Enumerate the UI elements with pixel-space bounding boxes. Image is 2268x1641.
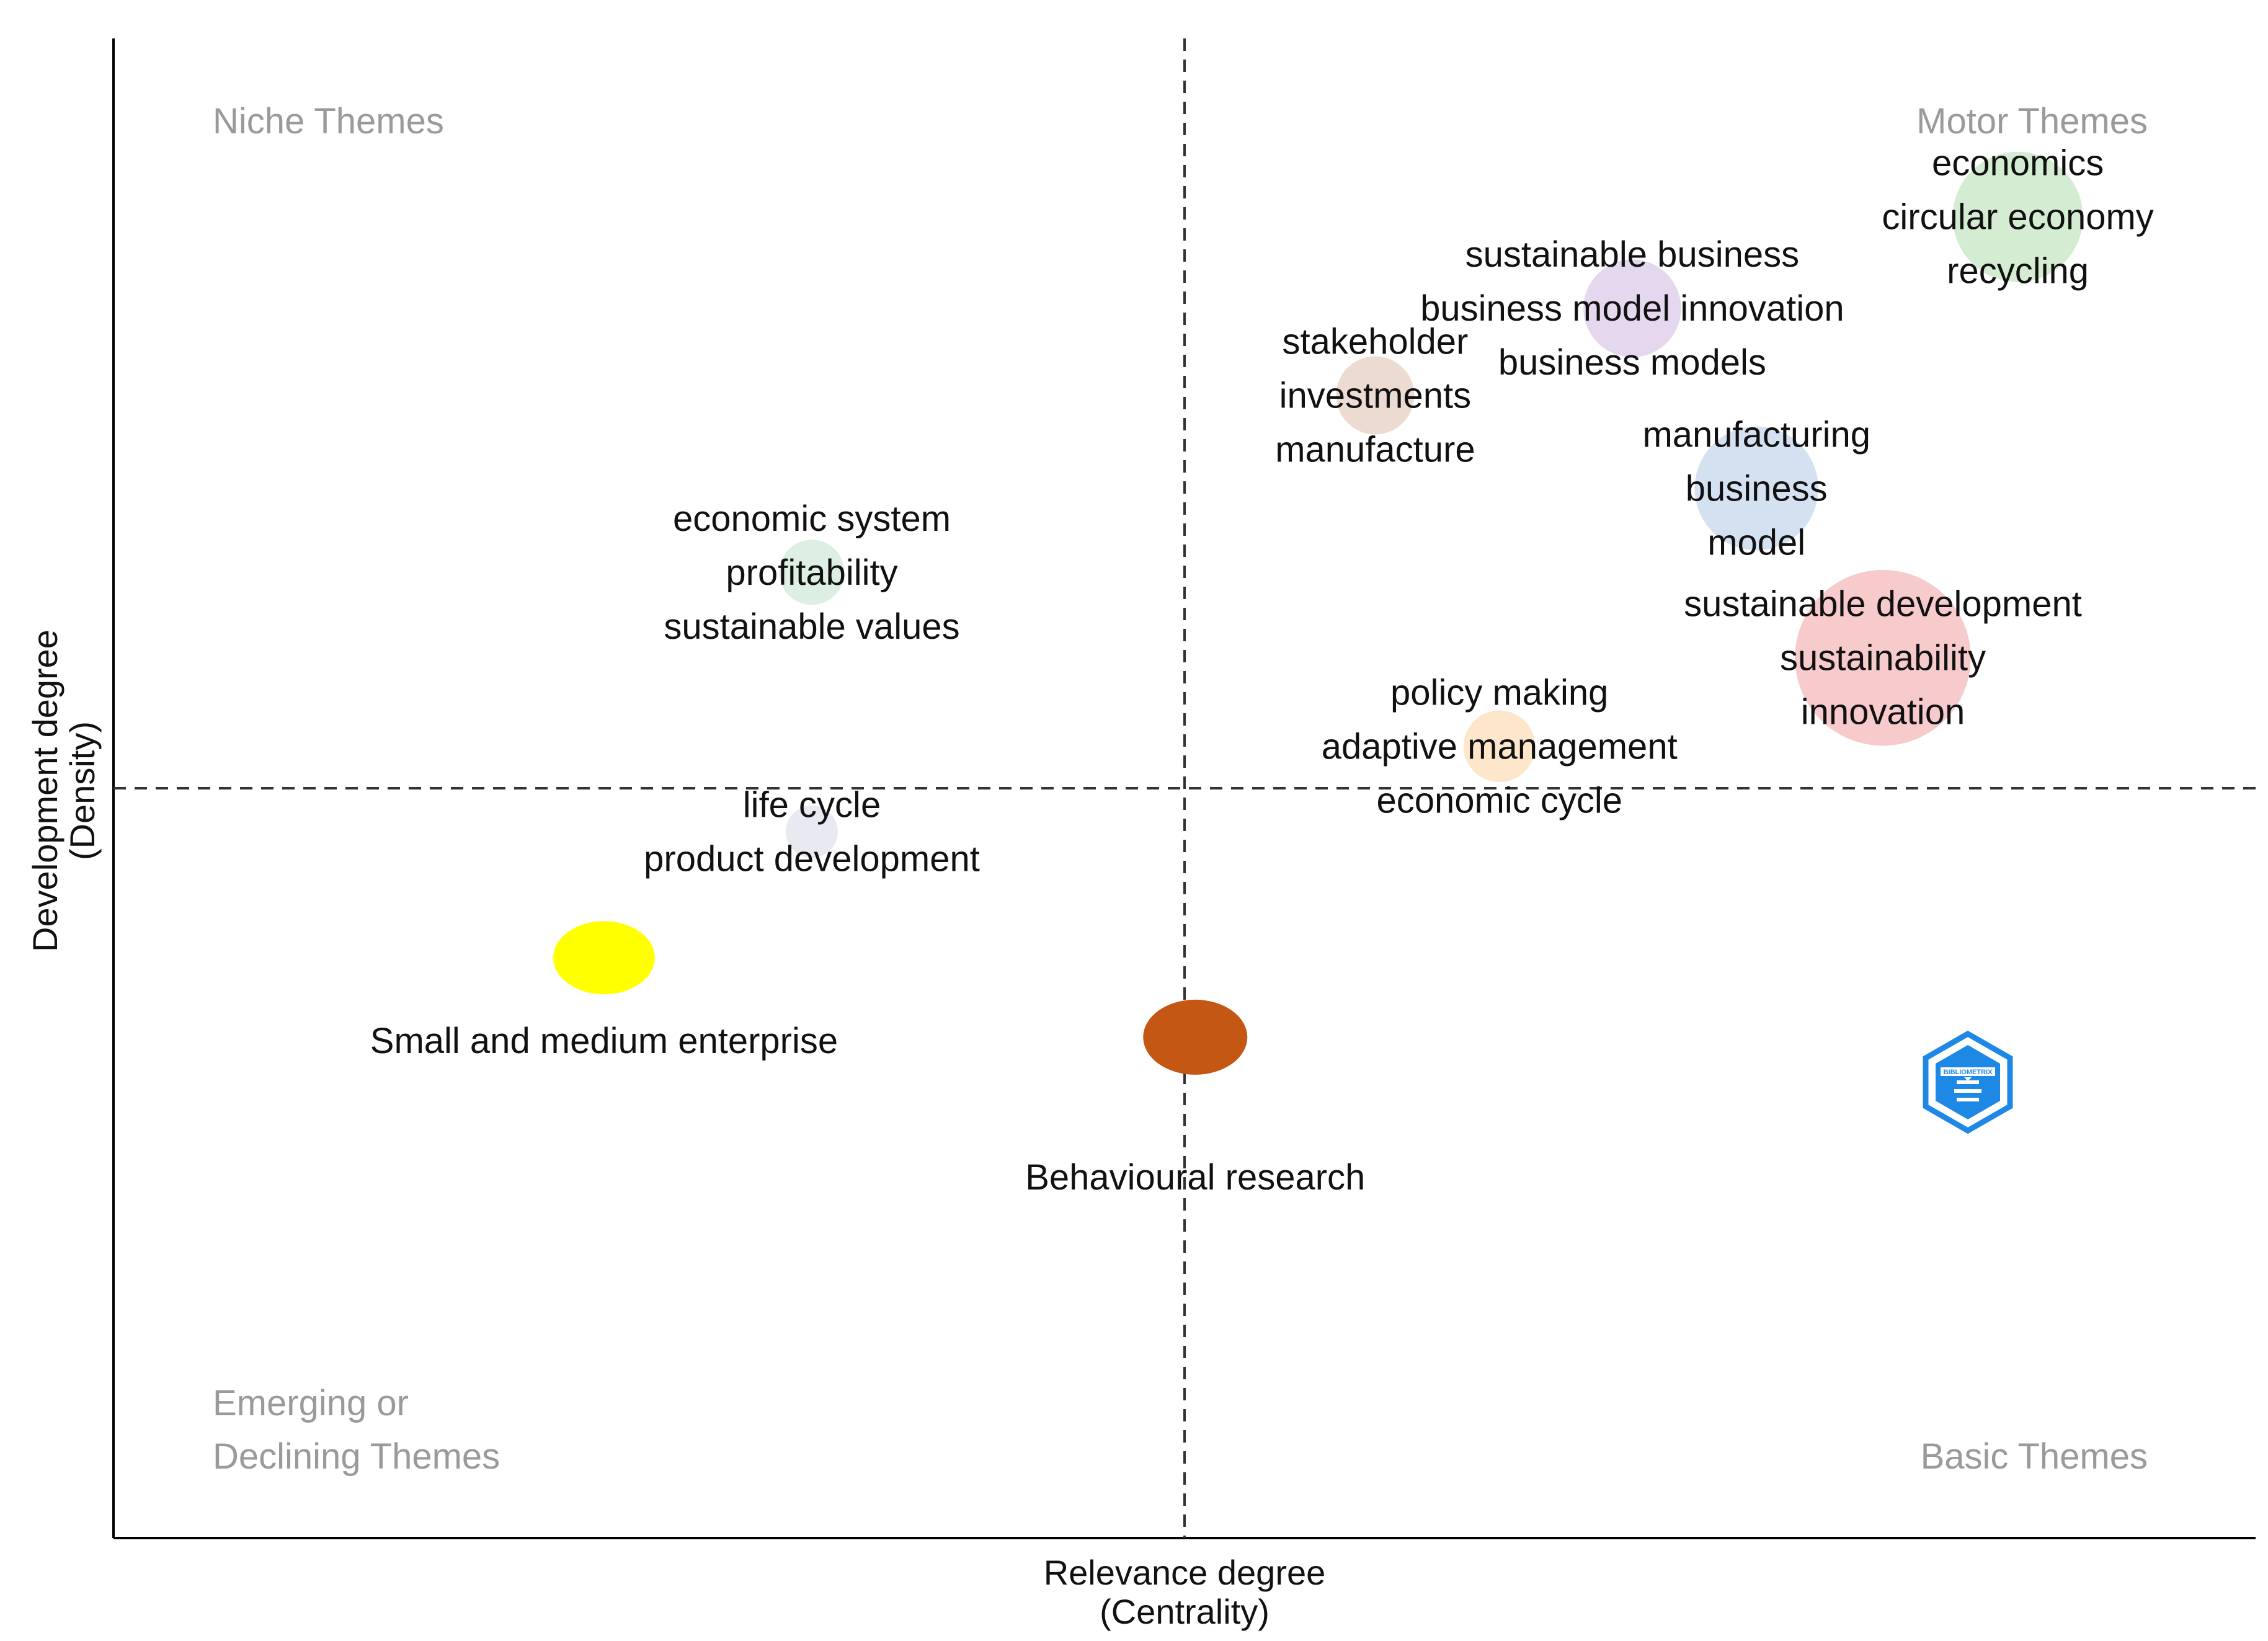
cluster-label-5-3: sustainable values xyxy=(664,607,959,647)
cluster-label-7-1: policy making xyxy=(1390,672,1608,713)
y-axis-title: Development degree xyxy=(25,629,64,952)
cluster-bubble-9 xyxy=(553,921,655,995)
cluster-label-1-2: circular economy xyxy=(1882,197,2153,238)
x-axis-title: Relevance degree xyxy=(1044,1553,1326,1592)
cluster-label-6-3: innovation xyxy=(1801,692,1965,732)
x-axis-subtitle: (Centrality) xyxy=(1100,1592,1270,1631)
cluster-labels: economics circular economy recycling sustai… xyxy=(370,143,2154,1198)
cluster-bubble-10 xyxy=(1143,999,1248,1075)
cluster-bubble-1 xyxy=(1952,151,2083,282)
cluster-label-4-1: manufacturing xyxy=(1642,414,1870,455)
cluster-label-9-1: Small and medium enterprise xyxy=(370,1021,838,1061)
cluster-label-7-2: adaptive management xyxy=(1322,726,1678,767)
cluster-bubble-5 xyxy=(779,540,845,605)
cluster-label-2-1: sustainable business xyxy=(1465,234,1799,275)
cluster-bubble-8 xyxy=(786,806,838,858)
quadrant-label-niche: Niche Themes xyxy=(213,101,444,141)
bibliometrix-logo-icon: BIBLIOMETRIX xyxy=(1923,1030,2013,1134)
cluster-label-4-3: model xyxy=(1707,522,1805,563)
cluster-label-5-1: economic system xyxy=(673,499,951,539)
cluster-bubble-7 xyxy=(1463,710,1536,783)
quadrant-label-emerging-line2: Declining Themes xyxy=(213,1436,500,1477)
quadrant-label-emerging-line1: Emerging or xyxy=(213,1383,409,1423)
cluster-bubble-6 xyxy=(1795,569,1971,746)
cluster-label-10-1: Behavioural research xyxy=(1025,1157,1365,1198)
cluster-bubbles xyxy=(553,151,2083,1075)
y-axis-subtitle: (Density) xyxy=(63,721,102,860)
cluster-label-6-2: sustainability xyxy=(1780,638,1986,678)
quadrant-label-basic: Basic Themes xyxy=(1921,1436,2148,1477)
cluster-bubble-2 xyxy=(1583,259,1681,357)
cluster-label-3-3: manufacture xyxy=(1275,429,1475,469)
cluster-label-3-1: stakeholder xyxy=(1282,321,1468,362)
cluster-label-1-3: recycling xyxy=(1947,251,2089,291)
cluster-label-1-1: economics xyxy=(1932,143,2104,184)
cluster-label-2-3: business models xyxy=(1498,342,1766,383)
cluster-label-5-2: profitability xyxy=(726,553,897,593)
quadrant-label-motor: Motor Themes xyxy=(1916,101,2148,141)
cluster-label-8-1: life cycle xyxy=(743,785,881,825)
watermark-text: BIBLIOMETRIX xyxy=(1944,1069,1993,1076)
cluster-bubble-4 xyxy=(1694,426,1818,551)
cluster-bubble-3 xyxy=(1336,356,1415,435)
cluster-label-3-2: investments xyxy=(1279,375,1471,416)
cluster-label-8-2: product development xyxy=(644,839,980,879)
cluster-label-6-1: sustainable development xyxy=(1684,584,2082,625)
cluster-label-4-2: business xyxy=(1686,468,1828,509)
cluster-label-7-3: economic cycle xyxy=(1376,780,1622,820)
cluster-label-2-2: business model innovation xyxy=(1420,288,1844,329)
